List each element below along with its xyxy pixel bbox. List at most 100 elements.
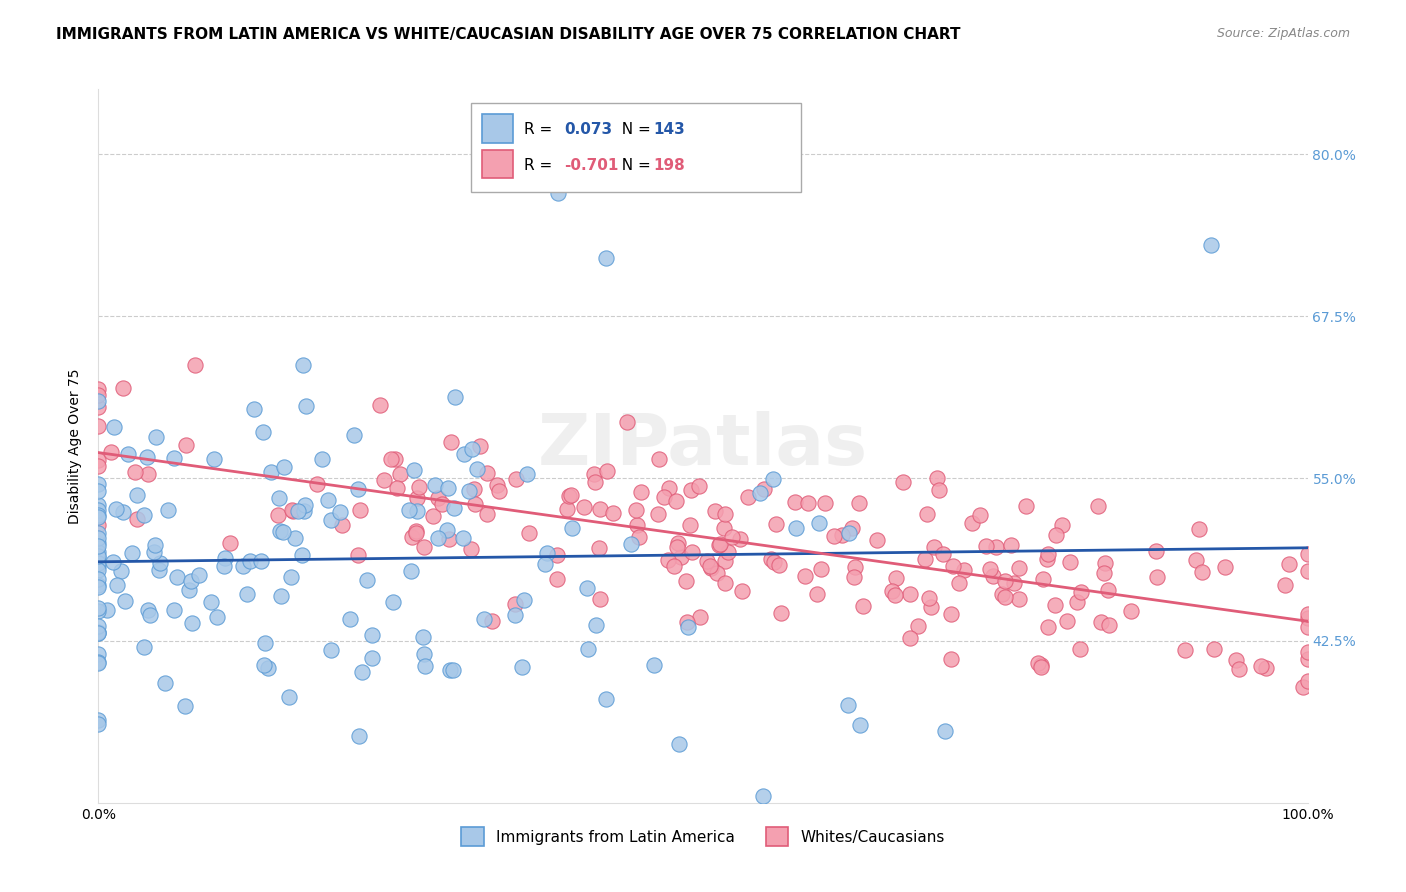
Point <box>368 398 391 412</box>
Point <box>269 524 291 538</box>
Point <box>460 542 482 557</box>
Point <box>87 536 110 550</box>
Point <box>408 480 430 494</box>
Point <box>666 536 689 550</box>
Text: 198: 198 <box>654 158 686 172</box>
Point <box>111 381 134 395</box>
Point <box>121 546 143 560</box>
Point <box>752 789 775 804</box>
Point <box>461 442 484 456</box>
Point <box>153 676 176 690</box>
Point <box>236 587 259 601</box>
Point <box>891 475 914 490</box>
Point <box>848 496 870 510</box>
Point <box>184 358 207 372</box>
Point <box>311 452 333 467</box>
Point <box>139 607 162 622</box>
Point <box>406 491 429 506</box>
Point <box>676 615 699 630</box>
Point <box>588 541 610 555</box>
Point <box>1146 570 1168 584</box>
Point <box>576 641 599 656</box>
Point <box>291 548 314 562</box>
Point <box>180 574 202 588</box>
Point <box>620 537 643 551</box>
Point <box>1296 673 1319 688</box>
Point <box>768 558 790 572</box>
Point <box>87 400 110 414</box>
Point <box>785 521 807 535</box>
Point <box>453 447 475 461</box>
Point <box>87 556 110 570</box>
Point <box>87 382 110 396</box>
Point <box>941 607 963 621</box>
Point <box>763 555 786 569</box>
Point <box>665 494 688 508</box>
Point <box>1296 652 1319 666</box>
Point <box>318 492 340 507</box>
Point <box>647 451 669 466</box>
Point <box>380 452 402 467</box>
Point <box>488 484 510 499</box>
Point <box>717 544 740 558</box>
Point <box>898 631 921 645</box>
Point <box>117 447 139 461</box>
Point <box>994 590 1017 604</box>
Point <box>838 526 860 541</box>
Point <box>132 640 155 654</box>
Point <box>1070 584 1092 599</box>
Point <box>87 477 110 491</box>
Point <box>984 540 1007 554</box>
Point <box>104 501 127 516</box>
Point <box>343 428 366 442</box>
Point <box>699 559 721 574</box>
Point <box>915 507 938 521</box>
Point <box>1036 620 1059 634</box>
Point <box>127 512 149 526</box>
Point <box>1069 642 1091 657</box>
Point <box>842 570 865 584</box>
Point <box>156 503 179 517</box>
Point <box>294 498 316 512</box>
Point <box>166 570 188 584</box>
Point <box>547 186 569 200</box>
Point <box>415 658 437 673</box>
Point <box>346 482 368 496</box>
Point <box>329 505 352 519</box>
Point <box>204 452 226 467</box>
Point <box>914 551 936 566</box>
Point <box>675 574 697 588</box>
Point <box>647 507 669 521</box>
Point <box>706 566 728 580</box>
Point <box>163 450 186 465</box>
Point <box>762 472 785 486</box>
Point <box>440 434 463 449</box>
Point <box>1274 577 1296 591</box>
Point <box>212 559 235 574</box>
Point <box>883 588 905 602</box>
Point <box>797 495 820 509</box>
Point <box>704 504 727 518</box>
Text: N =: N = <box>612 122 655 136</box>
Point <box>481 614 503 628</box>
Point <box>728 532 751 546</box>
Point <box>849 718 872 732</box>
Point <box>962 516 984 530</box>
Point <box>503 597 526 611</box>
Point <box>880 584 903 599</box>
Point <box>105 578 128 592</box>
Point <box>87 453 110 467</box>
Point <box>749 485 772 500</box>
Point <box>907 619 929 633</box>
Point <box>425 477 447 491</box>
Point <box>1296 564 1319 578</box>
Point <box>103 420 125 434</box>
Point <box>176 438 198 452</box>
Point <box>560 488 582 502</box>
Point <box>87 625 110 640</box>
Point <box>630 485 652 500</box>
Point <box>785 495 807 509</box>
Point <box>1202 641 1225 656</box>
Point <box>163 602 186 616</box>
Point <box>292 359 315 373</box>
